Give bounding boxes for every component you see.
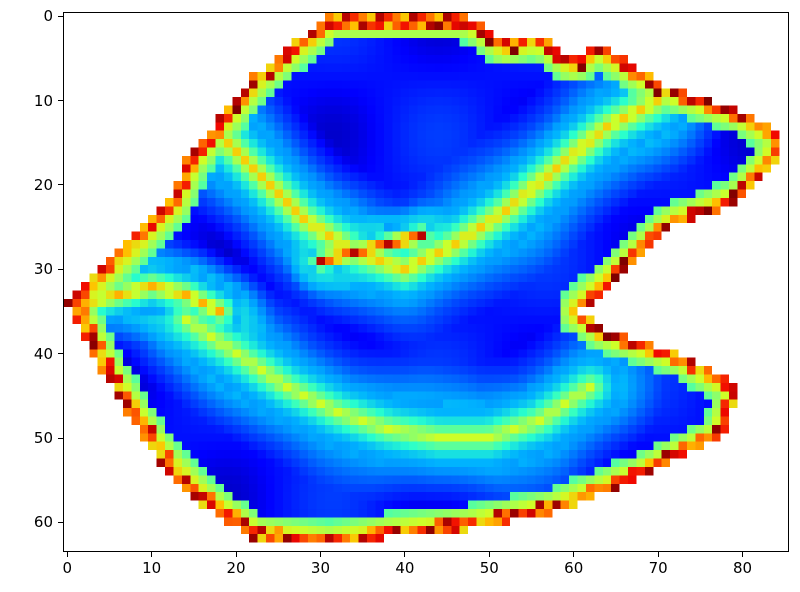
x-tick-mark [489, 552, 490, 557]
y-tick-label: 50 [23, 429, 53, 447]
x-tick-mark [742, 552, 743, 557]
y-tick-label: 20 [23, 176, 53, 194]
y-tick-label: 0 [23, 7, 53, 25]
x-tick-label: 40 [395, 559, 414, 577]
x-tick-label: 20 [227, 559, 246, 577]
y-tick-mark [58, 16, 63, 17]
y-tick-mark [58, 184, 63, 185]
x-tick-label: 60 [564, 559, 583, 577]
x-tick-mark [320, 552, 321, 557]
y-tick-label: 10 [23, 92, 53, 110]
x-tick-label: 0 [62, 559, 72, 577]
y-tick-mark [58, 100, 63, 101]
y-tick-label: 60 [23, 513, 53, 531]
heatmap-plot-area [63, 12, 789, 552]
x-tick-mark [151, 552, 152, 557]
y-tick-mark [58, 522, 63, 523]
x-tick-mark [404, 552, 405, 557]
x-tick-label: 80 [733, 559, 752, 577]
x-tick-mark [67, 552, 68, 557]
heatmap-canvas [64, 13, 788, 551]
y-tick-label: 40 [23, 345, 53, 363]
x-tick-label: 70 [649, 559, 668, 577]
x-tick-mark [236, 552, 237, 557]
x-tick-label: 30 [311, 559, 330, 577]
y-tick-label: 30 [23, 260, 53, 278]
x-tick-label: 10 [142, 559, 161, 577]
x-tick-mark [573, 552, 574, 557]
x-tick-label: 50 [480, 559, 499, 577]
y-tick-mark [58, 438, 63, 439]
y-tick-mark [58, 269, 63, 270]
y-tick-mark [58, 353, 63, 354]
x-tick-mark [658, 552, 659, 557]
